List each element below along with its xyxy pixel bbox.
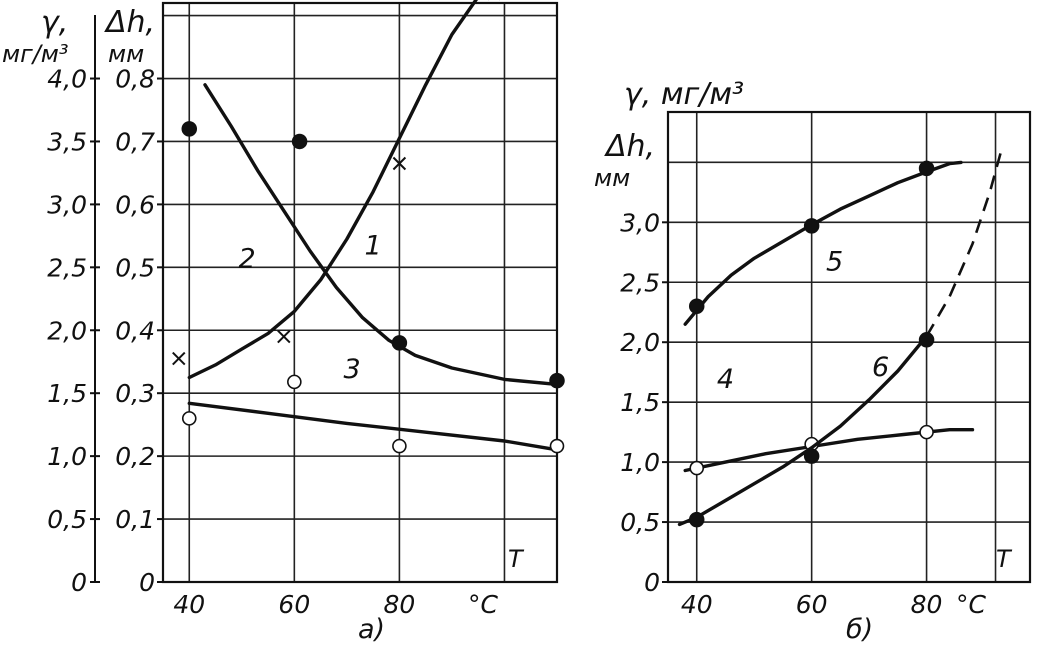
series-5-curve [683, 160, 963, 326]
panel-b-chart: 0 0,5 1,0 1,5 2,0 2,5 3,0 40 60 80 4 5 6 γ, мг/м³ Δ… [594, 77, 1032, 645]
series-4: 4 [683, 364, 975, 476]
x-tick-label: 80 [383, 590, 415, 619]
y-tick-label: 0 [644, 568, 660, 597]
y-right-tick-label: 0 [139, 568, 155, 597]
series-6-point [688, 511, 705, 528]
panel-b-tick-labels: 0 0,5 1,0 1,5 2,0 2,5 3,0 40 60 80 [620, 208, 942, 619]
panel-a-grid [163, 3, 557, 583]
y-right-tick-label: 0,2 [115, 442, 155, 471]
series-6-dashed-extension [925, 150, 1003, 337]
y-tick-label: 3,0 [620, 208, 660, 237]
y-right-tick-label: 0,3 [115, 379, 155, 408]
panel-b-axis-unit: мм [594, 164, 630, 192]
series-3-point [392, 438, 407, 454]
series-6-point [803, 448, 820, 464]
series-4-point [919, 424, 934, 440]
y-tick-label: 2,5 [620, 268, 660, 297]
series-5-point [688, 298, 705, 314]
panel-b-axis-symbol-2: Δh, [604, 129, 655, 164]
x-tick-label: 40 [681, 590, 713, 619]
y-tick-label: 1,0 [47, 442, 87, 471]
series-5: 5 [683, 160, 963, 326]
series-3-label: 3 [344, 354, 361, 385]
series-5-point [918, 160, 935, 177]
y-tick-label: 3,0 [47, 190, 87, 219]
series-6: 6 [677, 150, 1003, 528]
series-6-point [918, 332, 935, 348]
panel-b-x-axis-unit: °C [956, 590, 987, 619]
x-tick-label: 60 [278, 590, 310, 619]
y-right-tick-label: 0,6 [115, 190, 155, 219]
panel-b-axis-symbol: γ, мг/м³ [624, 77, 744, 112]
series-2-point [391, 335, 408, 351]
series-1-point [172, 351, 186, 366]
point-stroke [172, 351, 186, 366]
y-tick-label: 2,5 [47, 253, 87, 282]
panel-a-chart: 0 0,5 1,0 1,5 2,0 2,5 3,0 3,5 4,0 0 0,1 0,2 0,3 0,4 0,… [2, 0, 565, 645]
series-2-point [291, 133, 308, 150]
y-tick-label: 2,0 [47, 316, 87, 345]
y-tick-label: 0,5 [47, 505, 87, 534]
series-1-curve [187, 0, 478, 380]
series-2-curve [203, 83, 559, 387]
y-tick-label: 1,0 [620, 448, 660, 477]
x-tick-label: 40 [173, 590, 205, 619]
panel-a-right-axis-symbol: Δh, [104, 5, 155, 40]
x-tick-label: 60 [796, 590, 828, 619]
y-tick-label: 3,5 [47, 127, 87, 156]
series-2-label: 2 [238, 243, 255, 274]
series-1: 1 [172, 0, 500, 380]
panel-a-left-axis-symbol: γ, [41, 5, 68, 40]
series-3: 3 [181, 354, 565, 454]
point-stroke [277, 329, 291, 344]
y-tick-label: 1,5 [47, 379, 87, 408]
series-6-curve [677, 334, 929, 527]
series-2-point [549, 372, 565, 389]
plot-frame [666, 110, 1032, 584]
series-1-point [392, 156, 407, 171]
y-tick-label: 0 [71, 568, 87, 597]
panel-a-right-axis-unit: мм [108, 40, 144, 68]
panel-b-axes [662, 110, 1032, 584]
panel-b-x-axis-label: T [996, 545, 1013, 573]
series-3-point [549, 438, 565, 454]
x-tick-label: 80 [911, 590, 943, 619]
y-right-tick-label: 0,5 [115, 253, 155, 282]
panel-b-series: 4 5 6 [677, 150, 1003, 528]
series-4-point [689, 460, 705, 476]
series-1-label: 1 [365, 231, 382, 262]
series-3-point [181, 411, 197, 426]
panel-a-axes [90, 1, 559, 584]
panel-a-left-axis-unit: мг/м³ [2, 40, 69, 68]
y-tick-label: 4,0 [47, 65, 87, 94]
series-2: 2 [181, 83, 565, 389]
panel-a-x-axis-label: T [508, 545, 525, 573]
panel-a-label: а) [358, 614, 385, 645]
series-3-point [287, 374, 302, 390]
y-right-tick-label: 0,8 [115, 65, 155, 94]
y-tick-label: 2,0 [620, 328, 660, 357]
point-stroke [392, 156, 407, 171]
panel-b-label: б) [846, 614, 873, 645]
series-4-label: 4 [717, 364, 734, 395]
series-1-point [277, 329, 291, 344]
y-tick-label: 1,5 [620, 388, 660, 417]
series-5-label: 5 [826, 246, 843, 277]
y-right-tick-label: 0,1 [115, 505, 155, 534]
series-5-point [803, 218, 820, 234]
series-2-point [181, 121, 198, 137]
panel-b-grid [668, 112, 1030, 583]
panel-a-x-axis-unit: °C [468, 590, 499, 619]
y-tick-label: 0,5 [620, 508, 660, 537]
plot-frame [161, 1, 559, 584]
series-3-curve [187, 401, 559, 452]
panel-a-series: 1 2 3 [172, 0, 565, 454]
series-4-curve [683, 428, 975, 473]
y-right-tick-label: 0,7 [115, 127, 155, 156]
series-6-label: 6 [872, 352, 889, 383]
panel-a-tick-labels: 0 0,5 1,0 1,5 2,0 2,5 3,0 3,5 4,0 0 0,1 0,2 0,3 0,4 0,… [47, 65, 415, 619]
y-right-tick-label: 0,4 [115, 316, 155, 345]
